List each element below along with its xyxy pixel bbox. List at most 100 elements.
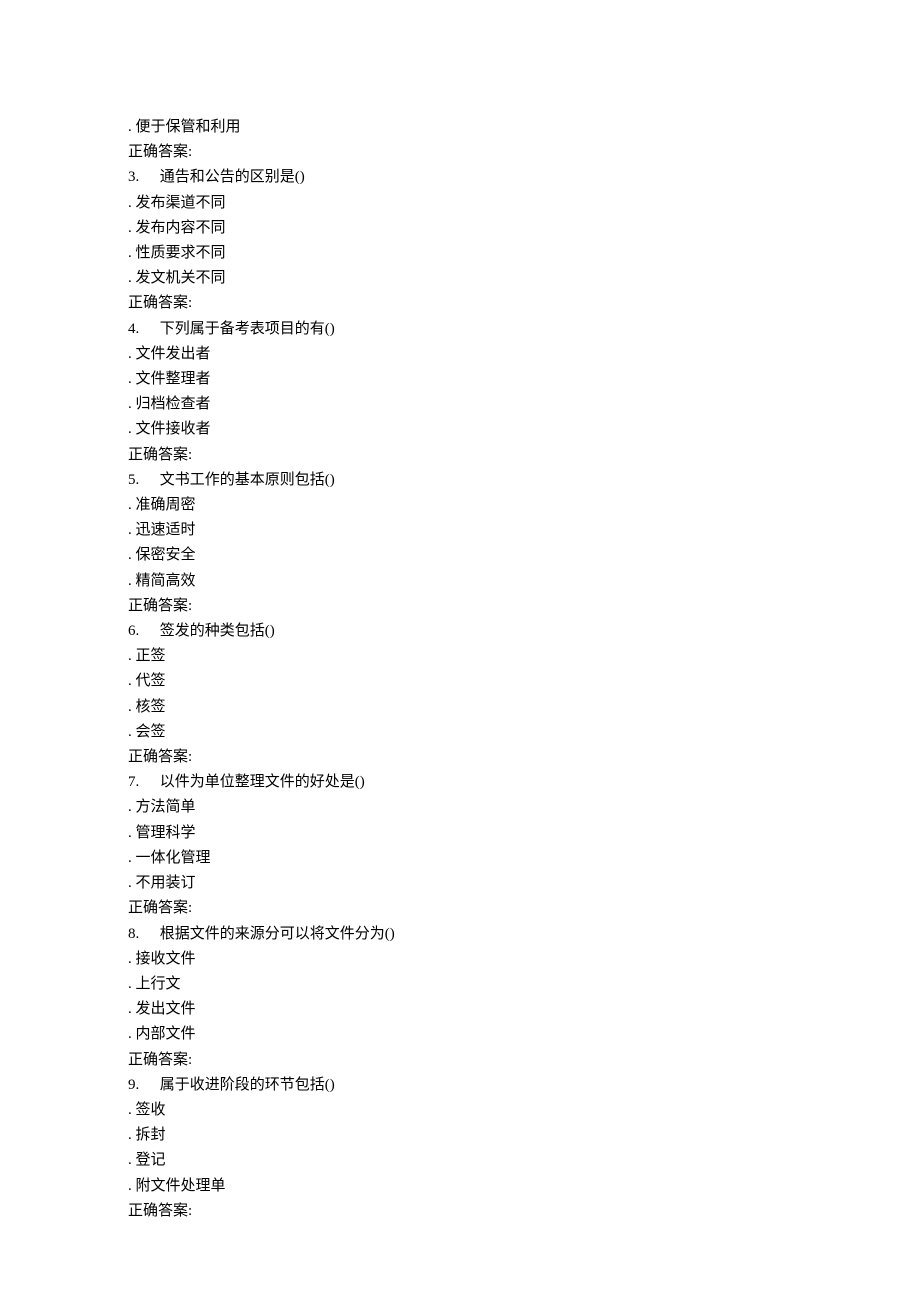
option-text: 上行文 bbox=[136, 976, 181, 992]
option-item: . 一体化管理 bbox=[128, 846, 792, 871]
option-item: . 准确周密 bbox=[128, 493, 792, 518]
option-text: 签收 bbox=[136, 1102, 166, 1118]
option-text: 性质要求不同 bbox=[136, 245, 226, 261]
option-prefix: . bbox=[128, 245, 136, 261]
question-number: 3. bbox=[128, 165, 156, 190]
answer-label: 正确答案: bbox=[128, 1048, 792, 1073]
option-text: 会签 bbox=[136, 724, 166, 740]
option-prefix: . bbox=[128, 1152, 136, 1168]
option-item: . 代签 bbox=[128, 669, 792, 694]
option-text: 归档检查者 bbox=[136, 396, 211, 412]
option-prefix: . bbox=[128, 1001, 136, 1017]
option-prefix: . bbox=[128, 799, 136, 815]
option-prefix: . bbox=[128, 699, 136, 715]
question-item: 9. 属于收进阶段的环节包括() bbox=[128, 1073, 792, 1098]
option-prefix: . bbox=[128, 875, 136, 891]
question-number: 8. bbox=[128, 922, 156, 947]
answer-label: 正确答案: bbox=[128, 896, 792, 921]
option-text: 文件整理者 bbox=[136, 371, 211, 387]
question-number: 7. bbox=[128, 770, 156, 795]
option-prefix: . bbox=[128, 648, 136, 664]
option-prefix: . bbox=[128, 951, 136, 967]
option-text: 一体化管理 bbox=[136, 850, 211, 866]
question-text: 签发的种类包括() bbox=[160, 623, 275, 639]
answer-label: 正确答案: bbox=[128, 291, 792, 316]
question-text: 根据文件的来源分可以将文件分为() bbox=[160, 926, 395, 942]
option-prefix: . bbox=[128, 195, 136, 211]
option-prefix: . bbox=[128, 547, 136, 563]
question-text: 属于收进阶段的环节包括() bbox=[160, 1077, 335, 1093]
answer-label: 正确答案: bbox=[128, 594, 792, 619]
option-text: 发布内容不同 bbox=[136, 220, 226, 236]
document-content: . 便于保管和利用正确答案:3. 通告和公告的区别是(). 发布渠道不同. 发布… bbox=[128, 115, 792, 1224]
option-item: . 精简高效 bbox=[128, 569, 792, 594]
option-text: 发布渠道不同 bbox=[136, 195, 226, 211]
option-prefix: . bbox=[128, 346, 136, 362]
option-text: 不用装订 bbox=[136, 875, 196, 891]
option-prefix: . bbox=[128, 825, 136, 841]
option-item: . 签收 bbox=[128, 1098, 792, 1123]
question-item: 3. 通告和公告的区别是() bbox=[128, 165, 792, 190]
answer-label: 正确答案: bbox=[128, 140, 792, 165]
question-text: 下列属于备考表项目的有() bbox=[160, 321, 335, 337]
option-prefix: . bbox=[128, 1102, 136, 1118]
option-item: . 发布渠道不同 bbox=[128, 191, 792, 216]
option-item: . 方法简单 bbox=[128, 795, 792, 820]
question-item: 6. 签发的种类包括() bbox=[128, 619, 792, 644]
question-item: 8. 根据文件的来源分可以将文件分为() bbox=[128, 922, 792, 947]
option-text: 发出文件 bbox=[136, 1001, 196, 1017]
option-prefix: . bbox=[128, 522, 136, 538]
option-prefix: . bbox=[128, 371, 136, 387]
option-prefix: . bbox=[128, 220, 136, 236]
option-text: 登记 bbox=[136, 1152, 166, 1168]
option-text: 核签 bbox=[136, 699, 166, 715]
option-prefix: . bbox=[128, 119, 136, 135]
option-item: . 保密安全 bbox=[128, 543, 792, 568]
option-item: . 上行文 bbox=[128, 972, 792, 997]
option-prefix: . bbox=[128, 421, 136, 437]
option-text: 文件发出者 bbox=[136, 346, 211, 362]
option-prefix: . bbox=[128, 1127, 136, 1143]
option-text: 拆封 bbox=[136, 1127, 166, 1143]
option-prefix: . bbox=[128, 1026, 136, 1042]
option-item: . 性质要求不同 bbox=[128, 241, 792, 266]
option-text: 正签 bbox=[136, 648, 166, 664]
option-item: . 发文机关不同 bbox=[128, 266, 792, 291]
option-item: . 不用装订 bbox=[128, 871, 792, 896]
option-prefix: . bbox=[128, 673, 136, 689]
option-item: . 正签 bbox=[128, 644, 792, 669]
question-item: 7. 以件为单位整理文件的好处是() bbox=[128, 770, 792, 795]
option-item: . 发布内容不同 bbox=[128, 216, 792, 241]
option-prefix: . bbox=[128, 724, 136, 740]
question-text: 通告和公告的区别是() bbox=[160, 169, 305, 185]
option-item: . 拆封 bbox=[128, 1123, 792, 1148]
answer-label: 正确答案: bbox=[128, 443, 792, 468]
option-item: . 发出文件 bbox=[128, 997, 792, 1022]
option-prefix: . bbox=[128, 976, 136, 992]
answer-label: 正确答案: bbox=[128, 1199, 792, 1224]
option-text: 附文件处理单 bbox=[136, 1178, 226, 1194]
option-item: . 登记 bbox=[128, 1148, 792, 1173]
option-text: 代签 bbox=[136, 673, 166, 689]
option-item: . 便于保管和利用 bbox=[128, 115, 792, 140]
option-item: . 核签 bbox=[128, 695, 792, 720]
option-prefix: . bbox=[128, 1178, 136, 1194]
option-prefix: . bbox=[128, 850, 136, 866]
option-text: 接收文件 bbox=[136, 951, 196, 967]
option-text: 保密安全 bbox=[136, 547, 196, 563]
option-item: . 接收文件 bbox=[128, 947, 792, 972]
option-item: . 归档检查者 bbox=[128, 392, 792, 417]
option-text: 迅速适时 bbox=[136, 522, 196, 538]
option-prefix: . bbox=[128, 270, 136, 286]
question-number: 9. bbox=[128, 1073, 156, 1098]
option-text: 发文机关不同 bbox=[136, 270, 226, 286]
question-text: 以件为单位整理文件的好处是() bbox=[160, 774, 365, 790]
option-text: 管理科学 bbox=[136, 825, 196, 841]
option-item: . 内部文件 bbox=[128, 1022, 792, 1047]
option-item: . 文件整理者 bbox=[128, 367, 792, 392]
option-item: . 管理科学 bbox=[128, 821, 792, 846]
option-text: 内部文件 bbox=[136, 1026, 196, 1042]
option-text: 文件接收者 bbox=[136, 421, 211, 437]
option-prefix: . bbox=[128, 497, 136, 513]
option-text: 准确周密 bbox=[136, 497, 196, 513]
